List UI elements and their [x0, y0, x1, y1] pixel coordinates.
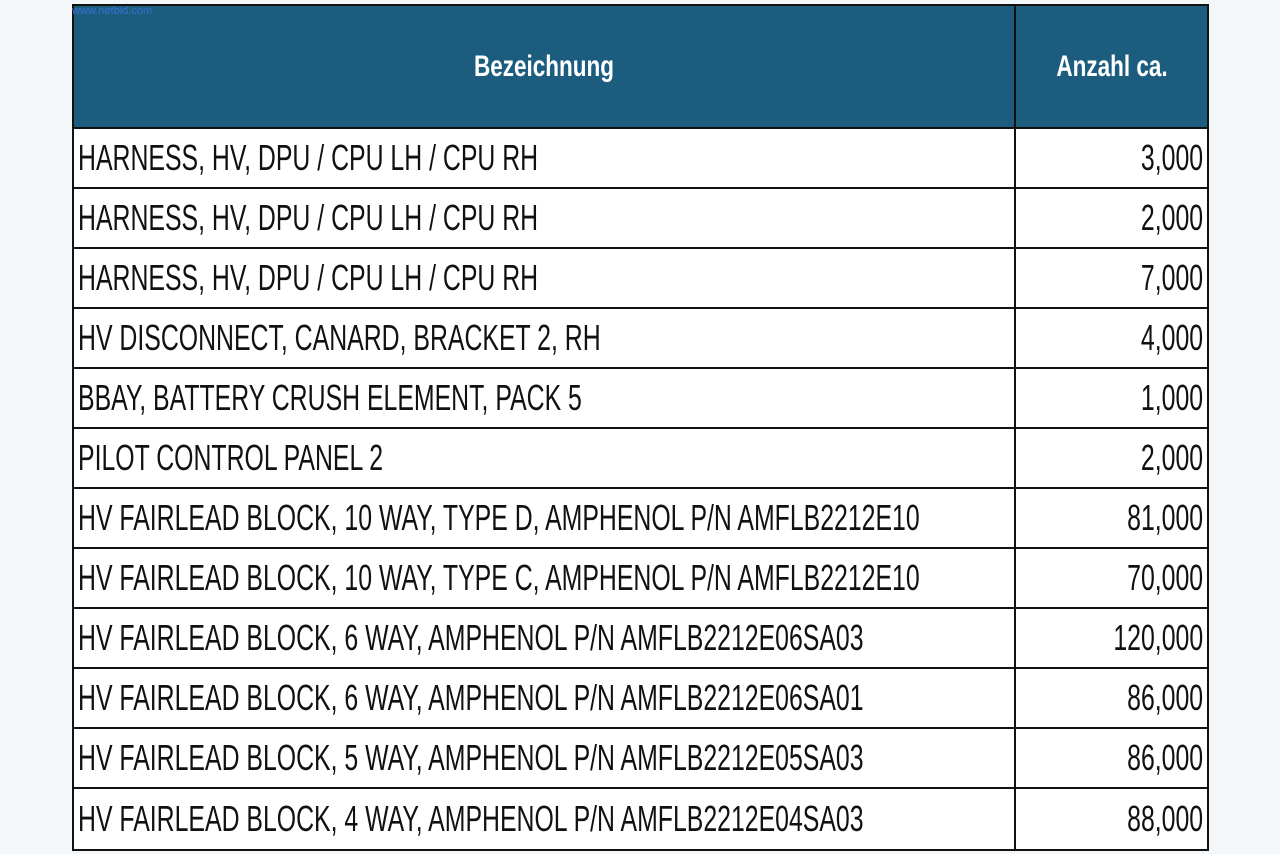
table-row: HARNESS, HV, DPU / CPU LH / CPU RH 3,000 — [74, 129, 1207, 189]
header-cell: Anzahl ca. — [1016, 6, 1207, 127]
table-cell: PILOT CONTROL PANEL 2 — [74, 429, 1016, 487]
quantity: 86,000 — [1127, 677, 1203, 718]
table-cell: 4,000 — [1016, 309, 1207, 367]
table-cell: HARNESS, HV, DPU / CPU LH / CPU RH — [74, 189, 1016, 247]
table: Bezeichnung Anzahl ca. HARNESS, HV, DPU / … — [72, 4, 1209, 851]
table-row: HV FAIRLEAD BLOCK, 6 WAY, AMPHENOL P/N A… — [74, 609, 1207, 669]
description: HV FAIRLEAD BLOCK, 6 WAY, AMPHENOL P/N A… — [78, 677, 864, 718]
quantity: 1,000 — [1140, 377, 1203, 418]
quantity: 88,000 — [1127, 798, 1203, 839]
description: HV FAIRLEAD BLOCK, 4 WAY, AMPHENOL P/N A… — [78, 798, 864, 839]
header-text: Bezeichnung — [473, 49, 615, 83]
header-cell: Bezeichnung — [74, 6, 1016, 127]
table-row: PILOT CONTROL PANEL 2 2,000 — [74, 429, 1207, 489]
description: HARNESS, HV, DPU / CPU LH / CPU RH — [78, 257, 539, 298]
table-row: HV FAIRLEAD BLOCK, 10 WAY, TYPE C, AMPHE… — [74, 549, 1207, 609]
quantity: 120,000 — [1113, 617, 1203, 658]
watermark: www.netbid.com — [72, 5, 153, 17]
table-cell: 2,000 — [1016, 189, 1207, 247]
table-row: HV FAIRLEAD BLOCK, 6 WAY, AMPHENOL P/N A… — [74, 669, 1207, 729]
description: HV DISCONNECT, CANARD, BRACKET 2, RH — [78, 317, 601, 358]
description: HARNESS, HV, DPU / CPU LH / CPU RH — [78, 197, 539, 238]
table-row: HV DISCONNECT, CANARD, BRACKET 2, RH 4,00… — [74, 309, 1207, 369]
table-row: HV FAIRLEAD BLOCK, 4 WAY, AMPHENOL P/N A… — [74, 789, 1207, 849]
quantity: 81,000 — [1127, 497, 1203, 538]
table-row: HARNESS, HV, DPU / CPU LH / CPU RH 2,000 — [74, 189, 1207, 249]
table-row: HV FAIRLEAD BLOCK, 10 WAY, TYPE D, AMPHE… — [74, 489, 1207, 549]
description: HARNESS, HV, DPU / CPU LH / CPU RH — [78, 137, 539, 178]
header-row: Bezeichnung Anzahl ca. — [74, 6, 1207, 129]
table-row: BBAY, BATTERY CRUSH ELEMENT, PACK 5 1,000 — [74, 369, 1207, 429]
table-cell: 2,000 — [1016, 429, 1207, 487]
header-text: Anzahl ca. — [1055, 49, 1168, 83]
table-cell: 70,000 — [1016, 549, 1207, 607]
description: HV FAIRLEAD BLOCK, 10 WAY, TYPE D, AMPHE… — [78, 497, 920, 538]
table-row: HARNESS, HV, DPU / CPU LH / CPU RH 7,000 — [74, 249, 1207, 309]
table-cell: 7,000 — [1016, 249, 1207, 307]
table-cell: 1,000 — [1016, 369, 1207, 427]
table-row: HV FAIRLEAD BLOCK, 5 WAY, AMPHENOL P/N A… — [74, 729, 1207, 789]
table-cell: 86,000 — [1016, 669, 1207, 727]
table-cell: 86,000 — [1016, 729, 1207, 787]
description: BBAY, BATTERY CRUSH ELEMENT, PACK 5 — [78, 377, 582, 418]
table-cell: HV DISCONNECT, CANARD, BRACKET 2, RH — [74, 309, 1016, 367]
table-cell: HV FAIRLEAD BLOCK, 10 WAY, TYPE C, AMPHE… — [74, 549, 1016, 607]
table-cell: HV FAIRLEAD BLOCK, 5 WAY, AMPHENOL P/N A… — [74, 729, 1016, 787]
table-cell: 3,000 — [1016, 129, 1207, 187]
table-cell: 88,000 — [1016, 789, 1207, 849]
table-cell: 81,000 — [1016, 489, 1207, 547]
table-cell: HV FAIRLEAD BLOCK, 6 WAY, AMPHENOL P/N A… — [74, 669, 1016, 727]
quantity: 3,000 — [1140, 137, 1203, 178]
description: PILOT CONTROL PANEL 2 — [78, 437, 384, 478]
table-cell: HV FAIRLEAD BLOCK, 10 WAY, TYPE D, AMPHE… — [74, 489, 1016, 547]
description: HV FAIRLEAD BLOCK, 5 WAY, AMPHENOL P/N A… — [78, 737, 864, 778]
quantity: 7,000 — [1140, 257, 1203, 298]
table-cell: HARNESS, HV, DPU / CPU LH / CPU RH — [74, 129, 1016, 187]
table-cell: 120,000 — [1016, 609, 1207, 667]
description: HV FAIRLEAD BLOCK, 10 WAY, TYPE C, AMPHE… — [78, 557, 920, 598]
table-cell: HARNESS, HV, DPU / CPU LH / CPU RH — [74, 249, 1016, 307]
quantity: 70,000 — [1127, 557, 1203, 598]
table-cell: HV FAIRLEAD BLOCK, 4 WAY, AMPHENOL P/N A… — [74, 789, 1016, 849]
table-cell: BBAY, BATTERY CRUSH ELEMENT, PACK 5 — [74, 369, 1016, 427]
table-cell: HV FAIRLEAD BLOCK, 6 WAY, AMPHENOL P/N A… — [74, 609, 1016, 667]
quantity: 86,000 — [1127, 737, 1203, 778]
quantity: 4,000 — [1140, 317, 1203, 358]
description: HV FAIRLEAD BLOCK, 6 WAY, AMPHENOL P/N A… — [78, 617, 864, 658]
quantity: 2,000 — [1140, 437, 1203, 478]
quantity: 2,000 — [1140, 197, 1203, 238]
